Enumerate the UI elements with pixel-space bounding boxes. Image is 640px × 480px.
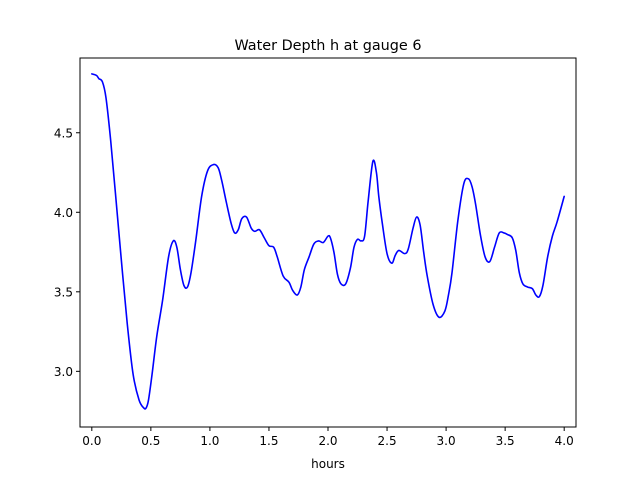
x-tick-label: 2.5 xyxy=(378,434,397,448)
x-tick-label: 1.0 xyxy=(200,434,219,448)
x-tick-label: 3.0 xyxy=(437,434,456,448)
y-tick-label: 3.0 xyxy=(54,365,73,379)
x-tick-label: 3.5 xyxy=(496,434,515,448)
y-axis: 3.0 3.5 4.0 4.5 xyxy=(54,126,80,379)
x-axis: 0.0 0.5 1.0 1.5 2.0 2.5 3.0 3.5 4.0 xyxy=(82,427,574,448)
x-axis-label: hours xyxy=(311,457,345,471)
x-tick-label: 1.5 xyxy=(259,434,278,448)
y-tick-label: 4.5 xyxy=(54,126,73,140)
y-tick-label: 3.5 xyxy=(54,285,73,299)
x-tick-label: 4.0 xyxy=(555,434,574,448)
x-tick-label: 2.0 xyxy=(318,434,337,448)
axes-frame xyxy=(79,57,577,428)
y-tick-label: 4.0 xyxy=(54,206,73,220)
plot-area xyxy=(91,73,565,410)
x-tick-label: 0.5 xyxy=(141,434,160,448)
x-tick-label: 0.0 xyxy=(82,434,101,448)
chart-title: Water Depth h at gauge 6 xyxy=(234,38,421,54)
series-line-0 xyxy=(91,73,565,410)
